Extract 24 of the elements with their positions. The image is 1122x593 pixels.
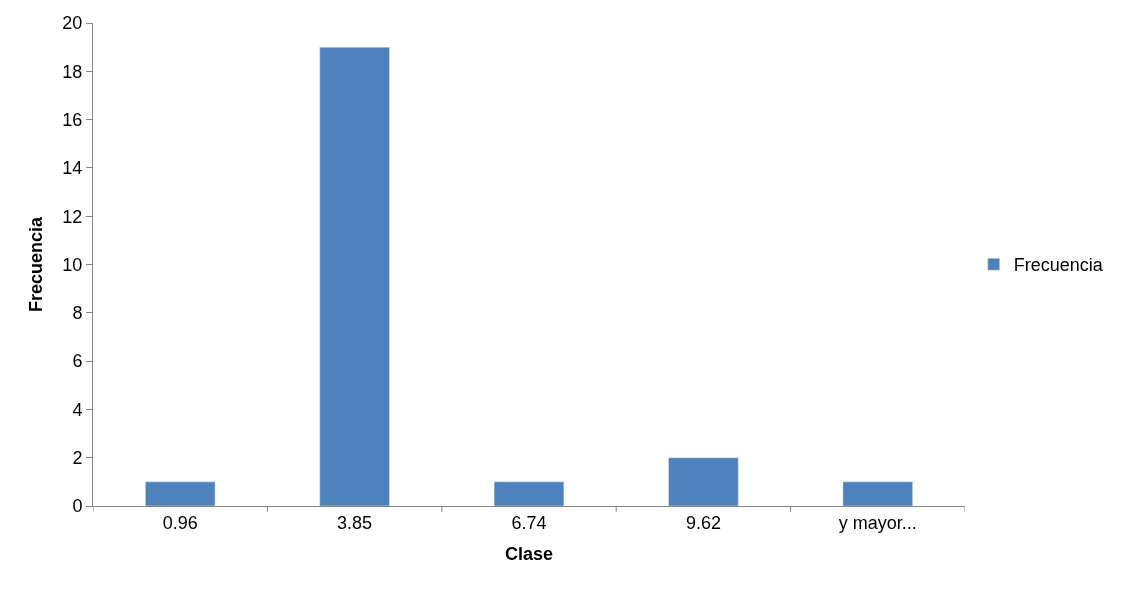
bar xyxy=(145,481,216,506)
y-tick-label: 18 xyxy=(62,61,83,82)
y-tick-label: 4 xyxy=(72,399,83,420)
x-tick-label: 3.85 xyxy=(337,512,373,533)
bar xyxy=(493,481,565,506)
bar xyxy=(319,46,390,506)
y-axis-title: Frecuencia xyxy=(25,215,46,313)
y-tick-label: 10 xyxy=(62,254,83,275)
y-tick-label: 16 xyxy=(62,109,83,130)
x-tick-label: 0.96 xyxy=(162,512,198,533)
legend-label: Frecuencia xyxy=(1013,255,1104,276)
y-tick-label: 6 xyxy=(72,351,83,372)
y-tick-label: 14 xyxy=(62,158,83,179)
y-tick-label: 20 xyxy=(62,13,83,34)
y-tick-label: 2 xyxy=(72,448,83,468)
x-tick-label: y mayor... xyxy=(838,512,917,533)
bar xyxy=(842,481,913,506)
y-tick-label: 12 xyxy=(62,206,83,227)
bar xyxy=(668,457,739,506)
x-tick-label: 9.62 xyxy=(685,512,721,533)
y-tick-label: 8 xyxy=(72,303,83,324)
x-axis-title: Clase xyxy=(504,543,554,564)
y-tick-label: 0 xyxy=(72,496,83,517)
x-tick-label: 6.74 xyxy=(511,512,547,533)
